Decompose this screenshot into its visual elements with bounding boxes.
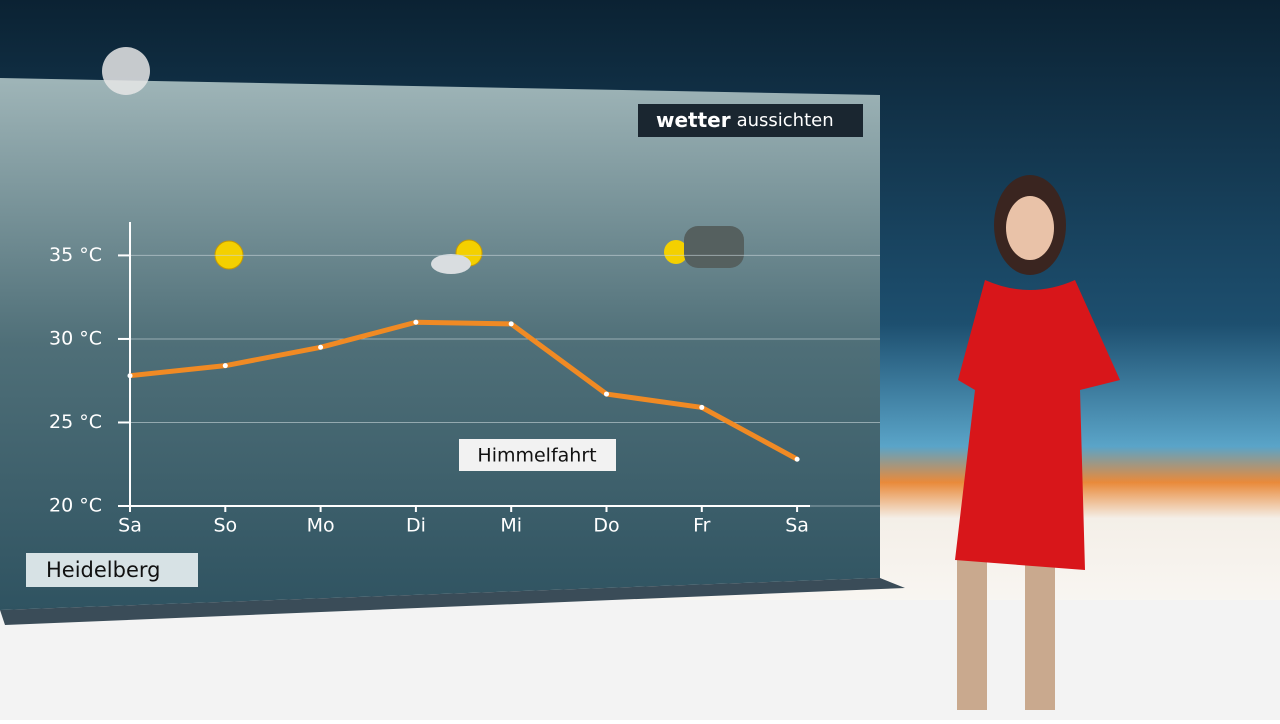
x-tick-label: Do <box>593 515 619 537</box>
y-tick-label: 35 °C <box>49 244 102 266</box>
line-series <box>129 319 799 462</box>
data-point <box>127 373 133 379</box>
chart-panel <box>0 78 880 610</box>
x-tick-label: Sa <box>785 515 809 537</box>
x-tick-label: Mo <box>307 515 335 537</box>
floor <box>0 600 1280 720</box>
data-point <box>604 391 609 397</box>
data-point <box>794 456 800 462</box>
weather-icons <box>214 226 744 274</box>
annotation-box <box>459 439 616 471</box>
x-tick-label: Mi <box>500 515 522 537</box>
badge-text: wetter aussichten <box>656 108 834 132</box>
chart: 20 °C 25 °C 30 °C 35 °C Sa So Mo Di Mi Do Fr Sa Himm… <box>49 222 880 537</box>
x-tick-label: Di <box>406 515 426 537</box>
location-label: Heidelberg <box>46 558 160 582</box>
badge <box>638 104 863 137</box>
y-tick-label: 25 °C <box>49 411 102 433</box>
sun-icon <box>664 240 688 264</box>
x-tick-label: Fr <box>693 515 711 537</box>
badge-normal: aussichten <box>737 110 834 131</box>
x-tick-label: Sa <box>118 515 142 537</box>
annotation: Himmelfahrt <box>477 445 596 467</box>
data-point <box>222 363 228 369</box>
presenter-leg <box>1025 560 1055 710</box>
location-box <box>26 553 198 587</box>
cloud-icon <box>431 254 471 274</box>
cloud-icon <box>684 226 744 268</box>
presenter-face <box>1006 196 1054 260</box>
presenter-dress <box>955 280 1120 570</box>
data-point <box>508 321 514 327</box>
data-point <box>318 344 324 350</box>
presenter-leg <box>957 560 987 710</box>
badge-bold: wetter <box>656 108 731 132</box>
data-point <box>413 319 419 325</box>
y-tick-label: 20 °C <box>49 495 102 517</box>
presenter <box>955 175 1120 710</box>
x-tick-label: So <box>213 515 237 537</box>
data-point <box>699 404 705 410</box>
panel-edge <box>0 578 905 625</box>
zdf-logo <box>102 47 150 95</box>
y-tick-label: 30 °C <box>49 327 102 349</box>
